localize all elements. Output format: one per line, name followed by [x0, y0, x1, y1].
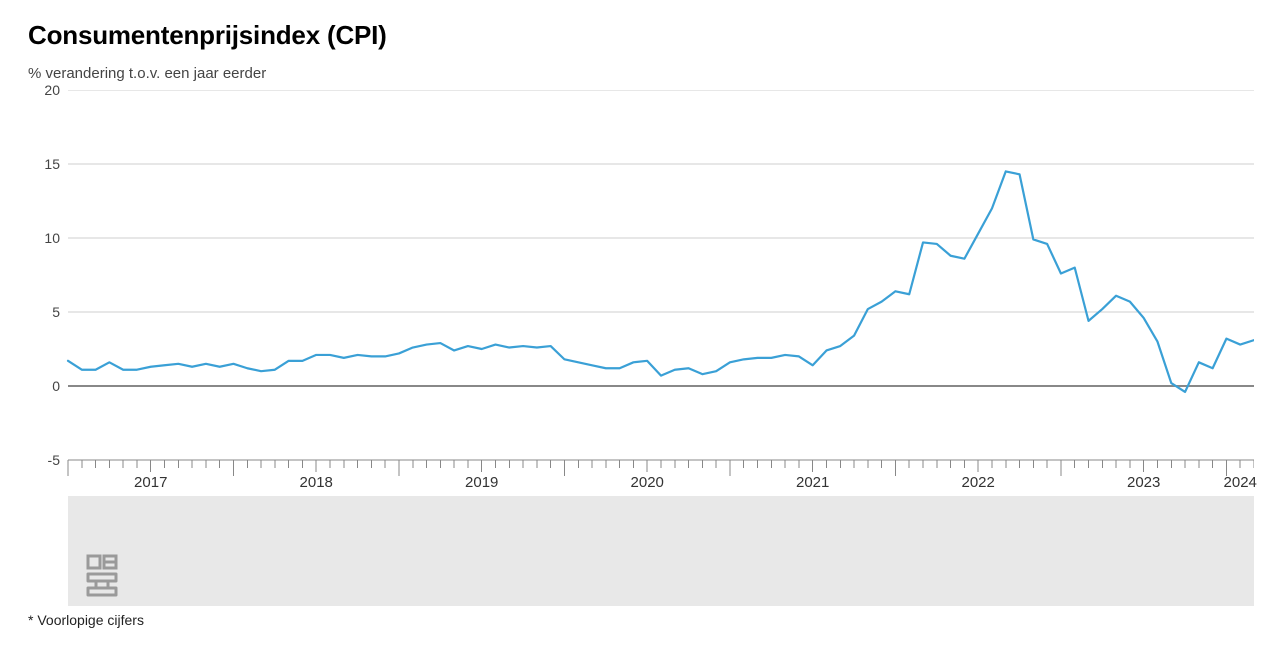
y-tick-label: 0 — [52, 378, 68, 394]
y-axis-labels: -505101520 — [28, 90, 68, 460]
chart-title: Consumentenprijsindex (CPI) — [28, 20, 1254, 51]
x-year-label: 2024 — [1224, 474, 1257, 491]
y-tick-label: 20 — [44, 82, 68, 98]
y-tick-label: 5 — [52, 304, 68, 320]
y-tick-label: 15 — [44, 156, 68, 172]
chart-container: Consumentenprijsindex (CPI) % veranderin… — [0, 0, 1282, 672]
x-year-label: 2023 — [1127, 474, 1160, 491]
chart-area: -505101520 20172018201920202021202220232… — [28, 90, 1254, 606]
x-year-label: 2019 — [465, 474, 498, 491]
x-year-label: 2021 — [796, 474, 829, 491]
footnote: * Voorlopige cijfers — [28, 612, 1254, 628]
x-axis-labels: 2017 2018 2019 2020 2021 2022 2023 2024 — [28, 474, 1254, 496]
x-year-label: 2022 — [961, 474, 994, 491]
x-year-label: 2018 — [300, 474, 333, 491]
y-tick-label: -5 — [48, 452, 68, 468]
chart-subtitle: % verandering t.o.v. een jaar eerder — [28, 65, 1254, 82]
x-year-label: 2020 — [631, 474, 664, 491]
y-tick-label: 10 — [44, 230, 68, 246]
x-year-label: 2017 — [134, 474, 167, 491]
line-chart-svg — [28, 90, 1254, 606]
